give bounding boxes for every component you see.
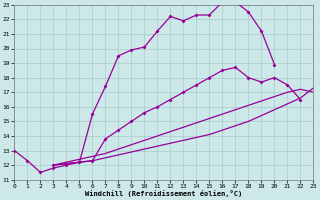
X-axis label: Windchill (Refroidissement éolien,°C): Windchill (Refroidissement éolien,°C) (85, 190, 243, 197)
